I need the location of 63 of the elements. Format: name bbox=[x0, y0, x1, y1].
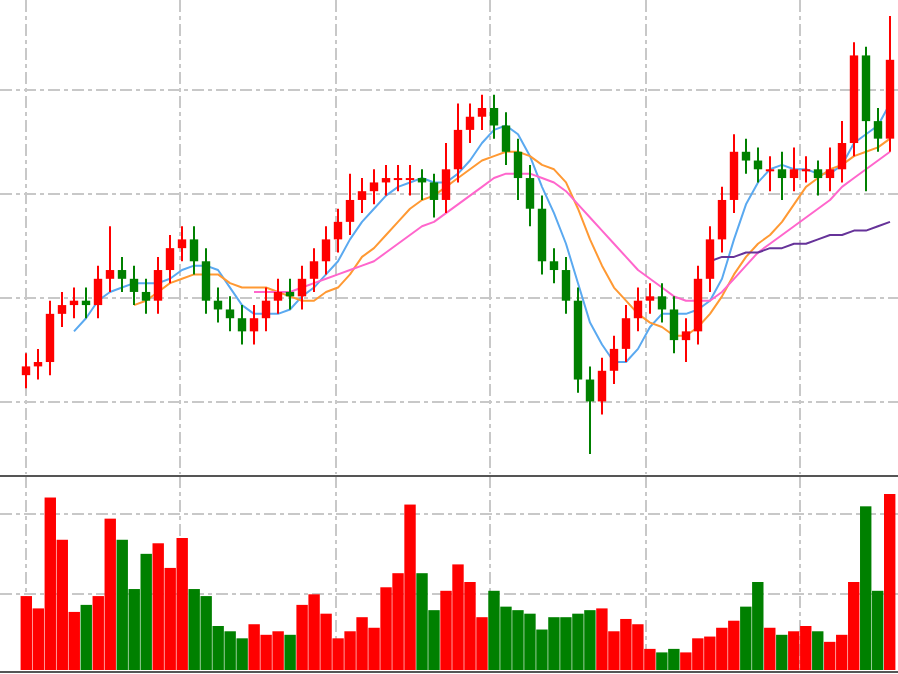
candlestick bbox=[525, 163, 535, 228]
candlestick bbox=[561, 255, 571, 315]
candlestick bbox=[609, 334, 619, 385]
bar bbox=[776, 634, 788, 670]
candlestick bbox=[477, 93, 487, 131]
candlestick bbox=[117, 255, 127, 293]
candlestick bbox=[441, 142, 451, 215]
candlestick bbox=[393, 163, 403, 193]
candlestick bbox=[621, 304, 631, 364]
candlestick bbox=[129, 264, 139, 307]
candlestick bbox=[657, 282, 667, 324]
candlestick bbox=[669, 295, 679, 355]
candlestick bbox=[261, 286, 271, 333]
candlestick bbox=[777, 150, 787, 201]
candlestick bbox=[225, 295, 235, 333]
candlestick bbox=[153, 255, 163, 315]
candlestick bbox=[249, 304, 259, 346]
candlestick bbox=[549, 247, 559, 285]
candlestick bbox=[165, 234, 175, 285]
candlestick bbox=[273, 277, 283, 315]
candlestick bbox=[645, 282, 655, 315]
candlestick bbox=[321, 225, 331, 276]
candlestick bbox=[93, 264, 103, 320]
candlestick bbox=[189, 225, 199, 276]
candlestick bbox=[21, 352, 31, 390]
candlestick bbox=[633, 286, 643, 333]
candlestick bbox=[429, 172, 439, 219]
candlestick bbox=[465, 102, 475, 145]
candlestick bbox=[297, 264, 307, 311]
candlestick bbox=[717, 185, 727, 254]
candlestick bbox=[489, 93, 499, 140]
candlestick bbox=[597, 356, 607, 416]
bar bbox=[284, 634, 296, 670]
candlestick bbox=[825, 146, 835, 193]
bar bbox=[884, 494, 896, 670]
candlestick bbox=[309, 247, 319, 293]
candlestick bbox=[369, 168, 379, 206]
candlestick bbox=[405, 163, 415, 197]
candlestick bbox=[141, 277, 151, 315]
bar bbox=[812, 631, 824, 670]
candlestick bbox=[333, 207, 343, 254]
candlestick bbox=[57, 290, 67, 328]
candlestick bbox=[513, 137, 523, 201]
candlestick bbox=[765, 155, 775, 193]
candlestick bbox=[873, 106, 883, 153]
candlestick bbox=[813, 159, 823, 197]
candlestick bbox=[837, 120, 847, 184]
candlestick bbox=[585, 365, 595, 455]
candlestick bbox=[357, 177, 367, 215]
bar bbox=[80, 604, 92, 670]
candlestick bbox=[681, 317, 691, 364]
candlestick bbox=[801, 155, 811, 184]
bar bbox=[764, 627, 776, 670]
candlestick bbox=[705, 225, 715, 293]
candlestick bbox=[237, 304, 247, 346]
candlestick bbox=[177, 225, 187, 263]
candlestick bbox=[501, 111, 511, 166]
candlestick bbox=[453, 102, 463, 184]
candlestick bbox=[789, 146, 799, 193]
candlestick bbox=[345, 172, 355, 236]
candlestick bbox=[741, 137, 751, 175]
candlestick bbox=[105, 225, 115, 293]
candlestick bbox=[201, 247, 211, 315]
